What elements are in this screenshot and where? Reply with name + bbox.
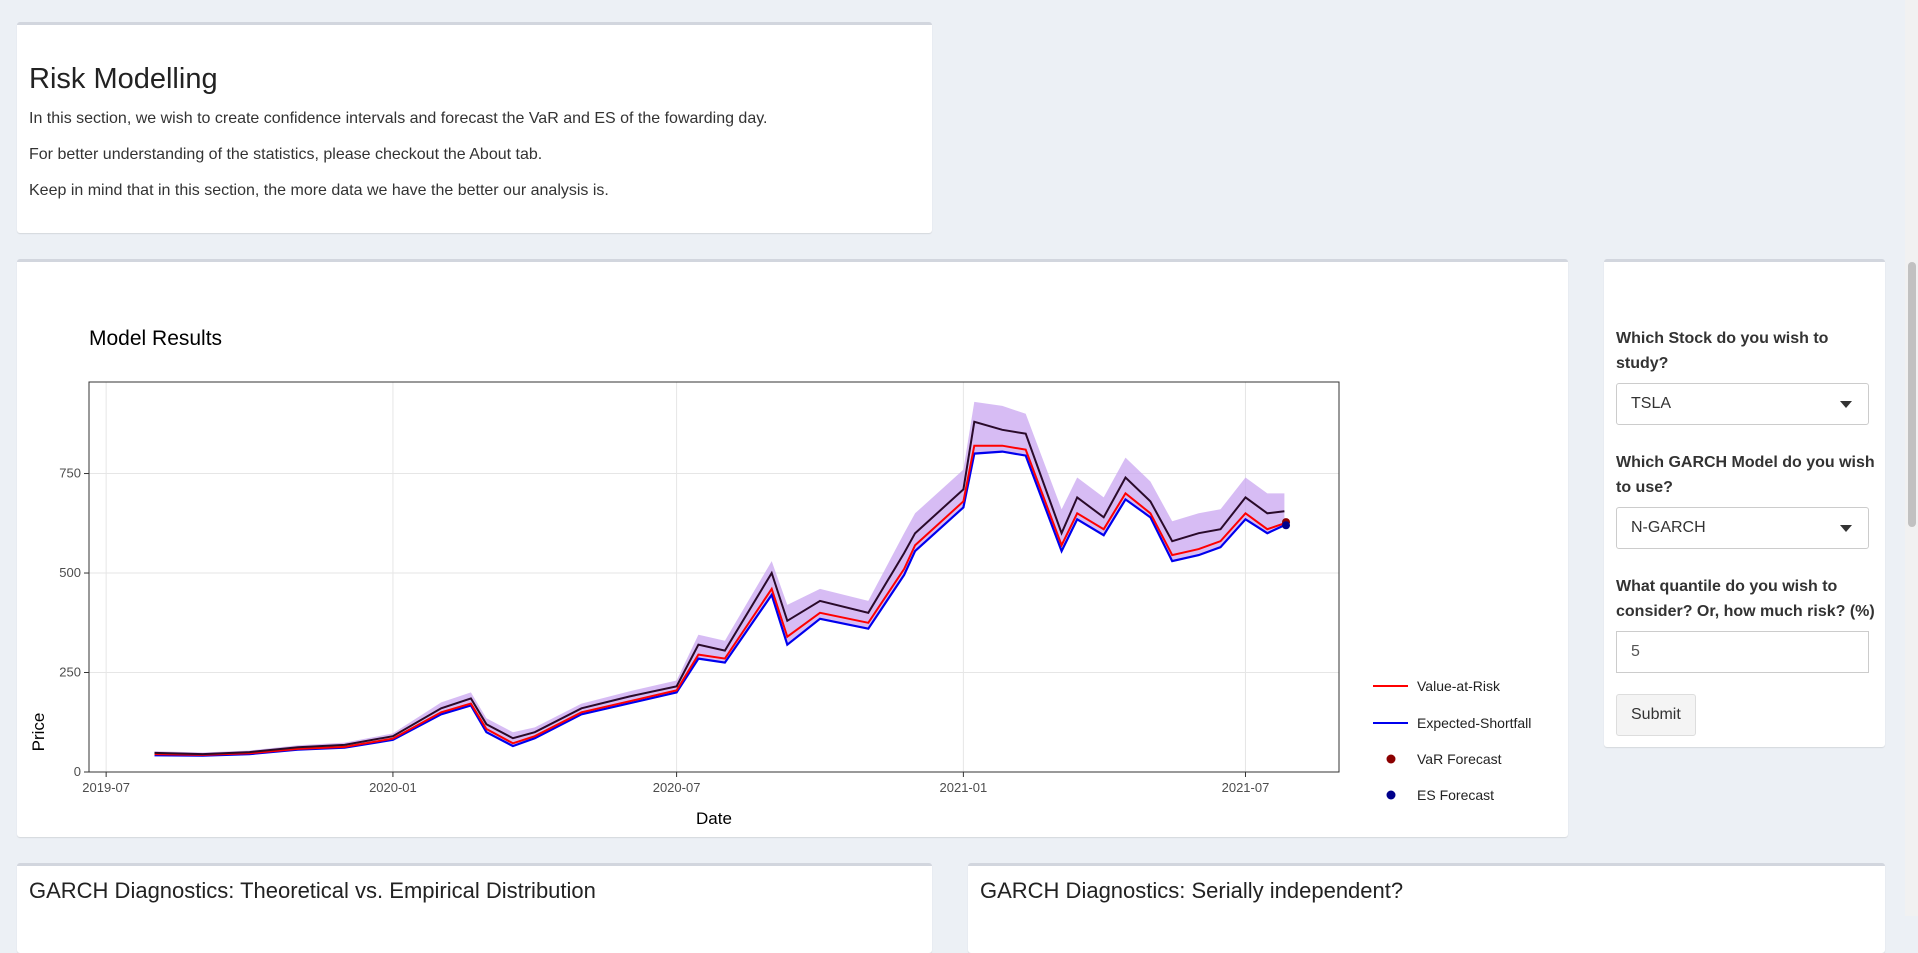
x-tick-label: 2021-01 <box>940 780 988 795</box>
quantile-input[interactable] <box>1616 631 1869 673</box>
diagnostics-distribution-box: GARCH Diagnostics: Theoretical vs. Empir… <box>17 863 932 953</box>
model-results-box: Model Results 0 250 500 750 2019-07 2020-01 20… <box>17 259 1568 837</box>
x-tick-label: 2019-07 <box>82 780 130 795</box>
confidence-band <box>154 401 1285 756</box>
x-tick-label: 2020-07 <box>653 780 701 795</box>
y-axis-label: Price <box>29 713 48 752</box>
quantile-label: What quantile do you wish to consider? O… <box>1616 578 1875 620</box>
plot-panel-border <box>88 381 1340 773</box>
x-tick-label: 2021-07 <box>1222 780 1270 795</box>
stock-select-value: TSLA <box>1631 395 1672 412</box>
section-title: Risk Modelling <box>29 63 218 95</box>
legend-label: ES Forecast <box>1417 787 1494 803</box>
legend: Value-at-Risk Expected-Shortfall VaR For… <box>1373 678 1531 803</box>
chevron-down-icon <box>1840 525 1852 532</box>
legend-label: Expected-Shortfall <box>1417 715 1531 731</box>
x-axis-label: Date <box>696 809 732 828</box>
es-series-line <box>154 450 1285 757</box>
page-scrollbar[interactable] <box>1905 0 1918 916</box>
model-label: Which GARCH Model do you wish to use? <box>1616 454 1875 496</box>
y-tick-label: 750 <box>59 466 81 481</box>
scrollbar-thumb[interactable] <box>1908 262 1916 527</box>
intro-paragraph: For better understanding of the statisti… <box>29 146 543 163</box>
intro-box: Risk Modelling In this section, we wish … <box>17 22 932 233</box>
stock-label: Which Stock do you wish to study? <box>1616 330 1829 372</box>
diagnostics-independence-title: GARCH Diagnostics: Serially independent? <box>980 878 1404 903</box>
y-tick-label: 500 <box>59 565 81 580</box>
x-tick-label: 2020-01 <box>369 780 417 795</box>
legend-key-es-forecast <box>1386 790 1396 800</box>
stock-select[interactable]: TSLA <box>1616 383 1869 425</box>
legend-key-var-forecast <box>1386 754 1396 764</box>
model-select[interactable]: N-GARCH <box>1616 507 1869 549</box>
chevron-down-icon <box>1840 401 1852 408</box>
intro-paragraph: In this section, we wish to create confi… <box>29 110 768 127</box>
var-series-line <box>154 444 1285 756</box>
y-tick-label: 250 <box>59 665 81 680</box>
legend-label: VaR Forecast <box>1417 751 1502 767</box>
diagnostics-distribution-title: GARCH Diagnostics: Theoretical vs. Empir… <box>29 878 596 903</box>
controls-box: Which Stock do you wish to study? TSLA W… <box>1604 259 1885 747</box>
model-select-value: N-GARCH <box>1631 519 1706 536</box>
es-forecast-point <box>1282 521 1291 530</box>
intro-paragraph: Keep in mind that in this section, the m… <box>29 182 609 199</box>
legend-label: Value-at-Risk <box>1417 678 1501 694</box>
price-series-line <box>154 420 1285 756</box>
diagnostics-independence-box: GARCH Diagnostics: Serially independent? <box>968 863 1885 953</box>
y-tick-label: 0 <box>74 764 81 779</box>
model-results-chart: Model Results 0 250 500 750 2019-07 2020-01 20… <box>29 327 1531 828</box>
chart-title: Model Results <box>89 327 222 350</box>
submit-button[interactable]: Submit <box>1616 694 1696 736</box>
